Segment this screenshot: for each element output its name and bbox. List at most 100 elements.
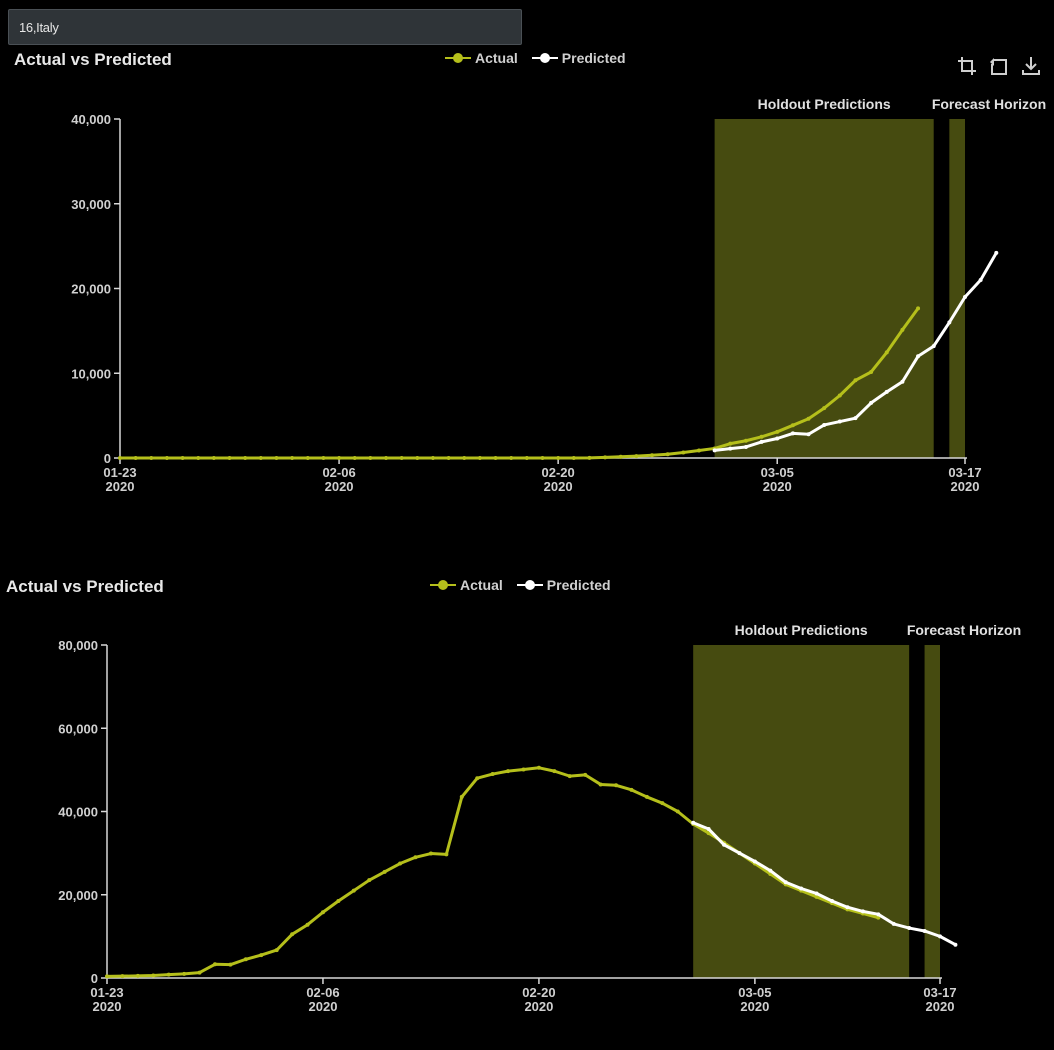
chart-2-legend-actual[interactable]: Actual <box>430 577 503 593</box>
chart-2-predicted-point <box>922 928 927 933</box>
chart-2-x-tick-year: 2020 <box>309 999 338 1014</box>
chart-1-predicted-point <box>963 294 967 299</box>
chart-2-actual-point <box>629 787 634 792</box>
chart-1-actual-point <box>524 455 529 460</box>
chart-1-actual-point <box>477 455 482 460</box>
chart-1-actual-point <box>681 450 686 455</box>
chart-1-actual-point <box>227 456 232 460</box>
chart-2-actual-point <box>151 973 156 978</box>
chart-2-legend-actual-label: Actual <box>460 577 503 593</box>
chart-1-x-tick-label: 02-06 <box>322 465 355 480</box>
chart-1-x-tick-year: 2020 <box>951 479 980 494</box>
chart-2-x-tick-label: 03-05 <box>738 985 771 1000</box>
chart-1-actual-point <box>743 438 748 443</box>
chart-1-predicted-point <box>743 444 748 449</box>
chart-1-predicted-point <box>884 389 889 394</box>
predicted-legend-symbol <box>516 580 543 590</box>
crop-icon[interactable] <box>956 55 978 77</box>
chart-1-band-0 <box>714 119 934 458</box>
country-selector[interactable]: 16,Italy <box>8 9 522 45</box>
chart-1-actual-point <box>368 455 373 460</box>
chart-2-band-0 <box>693 645 910 978</box>
chart-2-predicted-point <box>938 934 942 939</box>
actual-legend-symbol <box>445 53 471 63</box>
chart-1-x-tick-label: 03-17 <box>948 465 981 480</box>
chart-2-actual-point <box>367 878 372 883</box>
chart-1-legend-predicted-label: Predicted <box>561 50 626 66</box>
chart-2-actual-point <box>320 910 325 915</box>
chart-2-predicted-point <box>845 905 850 910</box>
chart-2-actual-point <box>274 948 279 953</box>
chart-2-actual-point <box>675 809 680 814</box>
chart-2-legend: Actual Predicted <box>430 577 611 593</box>
chart-2-actual-point <box>598 782 603 787</box>
chart-2-actual-point <box>583 772 588 777</box>
chart-2-predicted-line <box>692 821 957 947</box>
chart-1-actual-point <box>462 455 467 460</box>
chart-2-actual-point <box>259 953 264 958</box>
chart-1-x-tick-year: 2020 <box>106 479 135 494</box>
chart-2-actual-point <box>428 851 433 856</box>
chart-2-actual-point <box>521 767 526 772</box>
chart-2-actual-point <box>398 861 403 866</box>
chart-1-actual-point <box>274 455 279 460</box>
chart-2-predicted-point <box>891 921 896 926</box>
chart-1-y-tick-label: 0 <box>104 451 111 466</box>
chart-2-predicted-point <box>737 851 742 856</box>
chart-2-legend-predicted[interactable]: Predicted <box>516 577 611 593</box>
chart-1-title: Actual vs Predicted <box>14 50 172 69</box>
reset-icon[interactable] <box>988 55 1010 77</box>
country-selector-value: 16,Italy <box>19 20 59 35</box>
chart-2-predicted-point <box>860 909 865 914</box>
chart-2-x-tick-label: 03-17 <box>923 985 956 1000</box>
chart-1-actual-point <box>446 455 451 460</box>
chart-1-predicted-point <box>978 278 983 283</box>
chart-2-predicted-point <box>907 926 912 931</box>
chart-1-predicted-point <box>790 431 795 436</box>
chart-2-predicted-point <box>953 942 958 947</box>
chart-2-actual-point <box>351 888 356 893</box>
chart-2-x-tick-label: 01-23 <box>90 985 123 1000</box>
chart-1-y-tick-label: 20,000 <box>71 282 111 297</box>
chart-2-y-tick-label: 60,000 <box>58 721 98 736</box>
chart-2-actual-point <box>166 972 171 977</box>
download-icon[interactable] <box>1020 55 1042 77</box>
chart-2-actual-point <box>413 855 418 860</box>
chart-1-predicted-point <box>759 439 764 444</box>
chart-1-y-tick-label: 10,000 <box>71 366 111 381</box>
chart-2-actual-point <box>444 852 449 857</box>
chart-1-actual-point <box>243 455 248 460</box>
chart-1-predicted-point <box>994 250 999 255</box>
chart-2-predicted-point <box>830 898 835 903</box>
chart-1-predicted-point <box>822 422 827 427</box>
chart-1-actual-point <box>869 369 874 374</box>
chart-1-actual-point <box>118 456 122 460</box>
chart-2-actual-point <box>212 962 217 967</box>
chart-1-predicted-point <box>947 320 952 325</box>
chart-2-predicted-point <box>691 820 696 825</box>
chart-2-title: Actual vs Predicted <box>6 577 164 596</box>
chart-1-band-label-0: Holdout Predictions <box>758 96 891 112</box>
chart-1-legend-predicted[interactable]: Predicted <box>531 50 626 66</box>
chart-2-predicted-point <box>799 886 804 891</box>
chart-1-actual-point <box>337 455 342 460</box>
chart-1-predicted-point <box>853 416 858 421</box>
chart-1-actual-point <box>211 456 216 460</box>
chart-1-actual-point <box>759 434 764 439</box>
chart-2-y-tick-label: 0 <box>91 971 98 986</box>
chart-toolbar <box>956 55 1042 77</box>
chart-2-actual-point <box>459 794 464 799</box>
chart-1-actual-point <box>916 306 921 311</box>
chart-2-actual-point <box>305 922 310 927</box>
chart-1-actual-point <box>790 423 795 428</box>
chart-1-legend-actual[interactable]: Actual <box>445 50 518 66</box>
chart-2-actual-point <box>243 957 248 962</box>
chart-1-actual-point <box>822 406 827 411</box>
chart-1-actual-point <box>352 455 357 460</box>
chart-2-x-tick-label: 02-06 <box>306 985 339 1000</box>
chart-1-x-tick-year: 2020 <box>544 479 573 494</box>
chart-1-actual-point <box>837 393 842 398</box>
chart-2-y-tick-label: 40,000 <box>58 805 98 820</box>
chart-1-x-tick-year: 2020 <box>763 479 792 494</box>
chart-2-band-label-0: Holdout Predictions <box>735 622 868 638</box>
